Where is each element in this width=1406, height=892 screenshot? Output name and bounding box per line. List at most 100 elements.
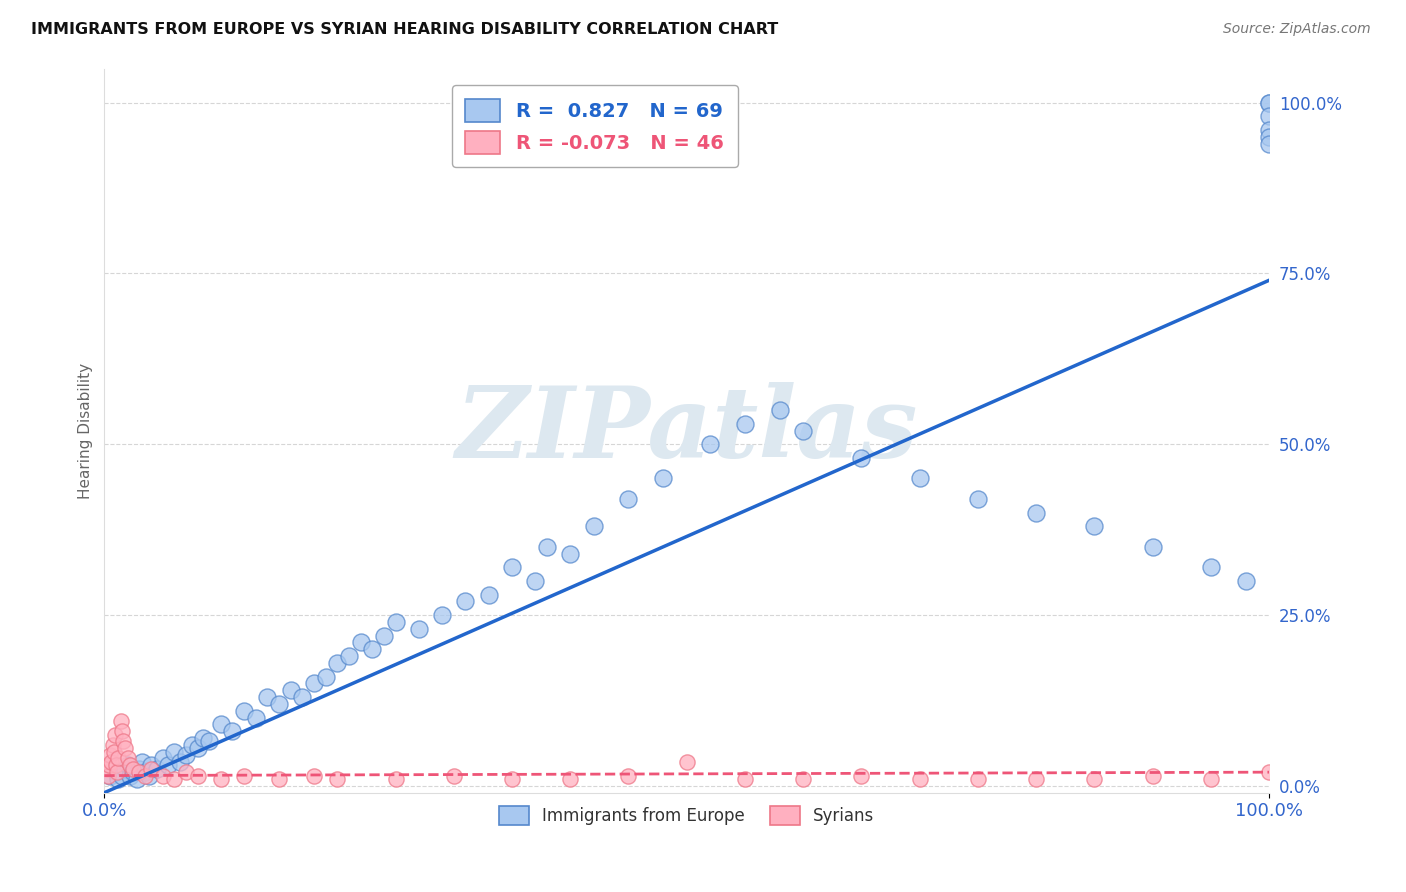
Point xyxy=(105,765,128,780)
Point xyxy=(536,540,558,554)
Point xyxy=(1258,109,1281,123)
Point xyxy=(101,738,124,752)
Point xyxy=(114,762,136,776)
Point xyxy=(97,768,120,782)
Point xyxy=(98,748,121,763)
Point xyxy=(560,772,582,786)
Text: IMMIGRANTS FROM EUROPE VS SYRIAN HEARING DISABILITY CORRELATION CHART: IMMIGRANTS FROM EUROPE VS SYRIAN HEARING… xyxy=(31,22,778,37)
Point xyxy=(1199,772,1222,786)
Point xyxy=(103,745,125,759)
Point xyxy=(110,714,132,728)
Point xyxy=(734,417,756,431)
Point xyxy=(233,704,256,718)
Point xyxy=(384,615,406,629)
Point xyxy=(908,772,931,786)
Point xyxy=(1083,772,1105,786)
Point xyxy=(221,724,243,739)
Point xyxy=(139,762,162,776)
Point xyxy=(302,768,325,782)
Point xyxy=(337,648,360,663)
Point xyxy=(107,751,129,765)
Point xyxy=(1142,540,1164,554)
Point xyxy=(107,772,129,786)
Point xyxy=(169,755,191,769)
Point xyxy=(146,762,169,776)
Point xyxy=(1258,95,1281,110)
Point xyxy=(209,717,232,731)
Point xyxy=(105,758,128,772)
Point xyxy=(134,768,156,782)
Point xyxy=(967,772,990,786)
Point xyxy=(373,628,395,642)
Point xyxy=(118,758,141,772)
Point xyxy=(315,669,337,683)
Point xyxy=(617,768,640,782)
Point xyxy=(443,768,465,782)
Legend: Immigrants from Europe, Syrians: Immigrants from Europe, Syrians xyxy=(489,796,884,835)
Point xyxy=(134,765,156,780)
Point xyxy=(1234,574,1257,588)
Point xyxy=(1142,768,1164,782)
Point xyxy=(267,697,290,711)
Point xyxy=(104,728,127,742)
Point xyxy=(1258,95,1281,110)
Point xyxy=(769,403,792,417)
Point xyxy=(675,755,697,769)
Point xyxy=(163,772,186,786)
Point xyxy=(174,748,197,763)
Point xyxy=(122,765,145,780)
Point xyxy=(111,768,134,782)
Point xyxy=(198,734,221,748)
Point xyxy=(125,772,148,786)
Point xyxy=(152,751,174,765)
Point xyxy=(245,710,267,724)
Point xyxy=(256,690,278,704)
Point xyxy=(361,642,384,657)
Point xyxy=(267,772,290,786)
Point xyxy=(138,768,160,782)
Point xyxy=(117,751,139,765)
Point xyxy=(384,772,406,786)
Point xyxy=(792,772,814,786)
Point xyxy=(792,424,814,438)
Y-axis label: Hearing Disability: Hearing Disability xyxy=(79,362,93,499)
Point xyxy=(100,755,122,769)
Point xyxy=(187,768,209,782)
Point xyxy=(280,683,302,698)
Point xyxy=(652,471,675,485)
Point xyxy=(851,768,873,782)
Point xyxy=(501,772,523,786)
Point xyxy=(128,762,150,776)
Point xyxy=(291,690,314,704)
Point xyxy=(111,734,134,748)
Point xyxy=(1199,560,1222,574)
Point xyxy=(501,560,523,574)
Point xyxy=(114,741,136,756)
Point xyxy=(157,758,180,772)
Point xyxy=(187,741,209,756)
Point xyxy=(139,758,162,772)
Point xyxy=(908,471,931,485)
Point xyxy=(430,608,453,623)
Point xyxy=(524,574,547,588)
Point xyxy=(105,765,128,780)
Point xyxy=(1258,765,1281,780)
Point xyxy=(454,594,477,608)
Point xyxy=(96,762,118,776)
Point xyxy=(233,768,256,782)
Point xyxy=(193,731,215,745)
Point xyxy=(118,768,141,782)
Point xyxy=(734,772,756,786)
Text: Source: ZipAtlas.com: Source: ZipAtlas.com xyxy=(1223,22,1371,37)
Point xyxy=(1025,506,1047,520)
Point xyxy=(408,622,430,636)
Point xyxy=(98,758,121,772)
Point xyxy=(1258,129,1281,144)
Point xyxy=(111,724,134,739)
Point xyxy=(180,738,202,752)
Point xyxy=(478,588,501,602)
Point xyxy=(128,765,150,780)
Point xyxy=(1083,519,1105,533)
Point xyxy=(131,755,153,769)
Point xyxy=(152,768,174,782)
